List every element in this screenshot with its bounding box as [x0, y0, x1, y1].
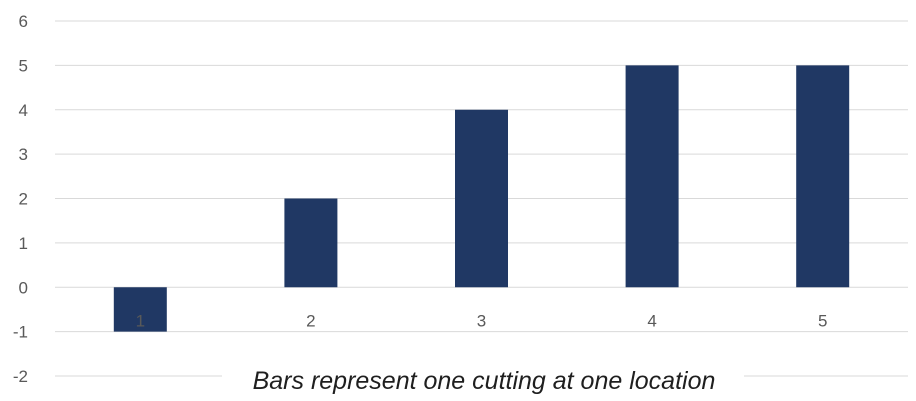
bar-4 [625, 65, 679, 288]
x-tick-label: 2 [306, 311, 315, 330]
x-tick-label: 1 [136, 311, 145, 330]
y-tick-label: -2 [13, 367, 28, 386]
y-tick-label: 2 [19, 190, 28, 209]
y-tick-label: 5 [19, 56, 28, 75]
bar-2 [284, 198, 338, 288]
y-tick-label: 0 [19, 278, 28, 297]
bar-1 [113, 287, 167, 332]
x-tick-label: 3 [477, 311, 486, 330]
bar-3 [455, 109, 508, 288]
bars [113, 65, 850, 332]
x-tick-label: 5 [818, 311, 827, 330]
x-tick-label: 4 [647, 311, 656, 330]
y-axis-ticks: -2 -1 0 1 2 3 4 5 6 [13, 12, 28, 386]
x-axis-ticks: 1 2 3 4 5 [136, 311, 828, 330]
y-tick-label: 6 [19, 12, 28, 31]
y-tick-label: 3 [19, 145, 28, 164]
caption-backdrop [222, 361, 744, 396]
chart-caption: Bars represent one cutting at one locati… [253, 367, 716, 395]
y-tick-label: 1 [19, 234, 28, 253]
y-tick-label: 4 [19, 101, 28, 120]
bar-5 [796, 65, 850, 288]
y-tick-label: -1 [13, 323, 28, 342]
